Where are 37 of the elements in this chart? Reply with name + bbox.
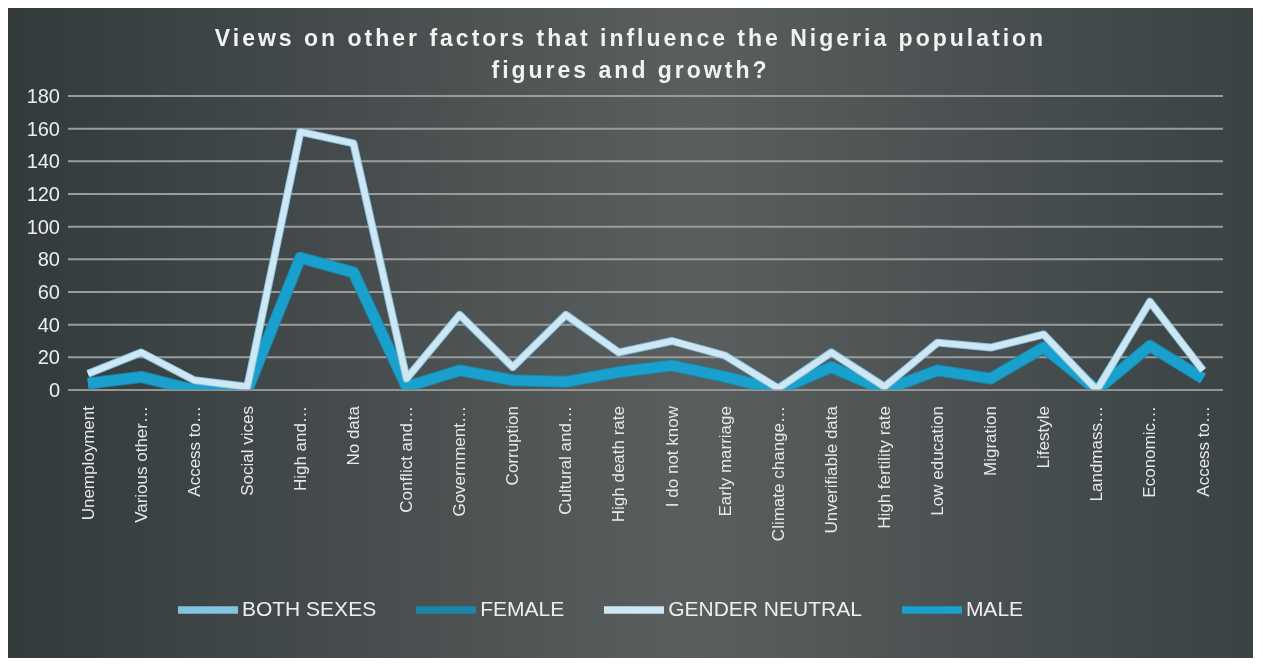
x-tick-label: Unemployment	[78, 405, 98, 521]
y-tick-label: 120	[26, 183, 60, 206]
y-tick-label: 100	[26, 215, 60, 238]
y-tick-label: 140	[26, 150, 60, 173]
legend-label: MALE	[965, 596, 1024, 620]
y-tick-label: 180	[26, 85, 60, 108]
y-tick-label: 40	[37, 313, 60, 336]
x-tick-label: High and…	[290, 406, 310, 492]
x-tick-label: Lifestyle	[1034, 406, 1054, 469]
legend-label: GENDER NEUTRAL	[668, 596, 862, 620]
x-tick-label: High fertility rate	[874, 406, 894, 529]
x-tick-label: Economic…	[1140, 406, 1160, 498]
x-tick-label: Corruption	[503, 406, 523, 486]
x-tick-label: Low education	[928, 406, 948, 516]
x-tick-label: Government…	[450, 406, 470, 517]
x-tick-label: Conflict and…	[397, 406, 417, 513]
x-tick-label: Access to…	[1193, 406, 1213, 497]
y-tick-label: 160	[26, 117, 60, 140]
x-tick-label: Cultural and…	[556, 406, 576, 515]
x-tick-label: Early marriage	[715, 406, 735, 517]
x-tick-label: Landmass…	[1087, 406, 1107, 502]
x-tick-label: Unverifiable data	[821, 405, 841, 534]
chart-title: Views on other factors that influence the Nigeria population figures and growth?	[213, 24, 1048, 85]
y-tick-label: 20	[37, 346, 60, 369]
x-tick-label: I do not know	[662, 405, 682, 508]
x-tick-label: Various other…	[131, 406, 151, 523]
x-tick-label: No data	[343, 405, 363, 466]
y-tick-label: 80	[37, 248, 60, 271]
x-tick-label: Access to…	[184, 406, 204, 497]
x-tick-label: Climate change…	[768, 406, 788, 542]
y-tick-label: 60	[37, 281, 60, 304]
y-tick-label: 0	[48, 379, 60, 402]
x-tick-label: Migration	[981, 406, 1001, 476]
x-tick-label: Social vices	[237, 406, 257, 496]
x-tick-label: High death rate	[609, 406, 629, 523]
legend-label: BOTH SEXES	[241, 596, 377, 620]
legend-label: FEMALE	[480, 596, 565, 620]
